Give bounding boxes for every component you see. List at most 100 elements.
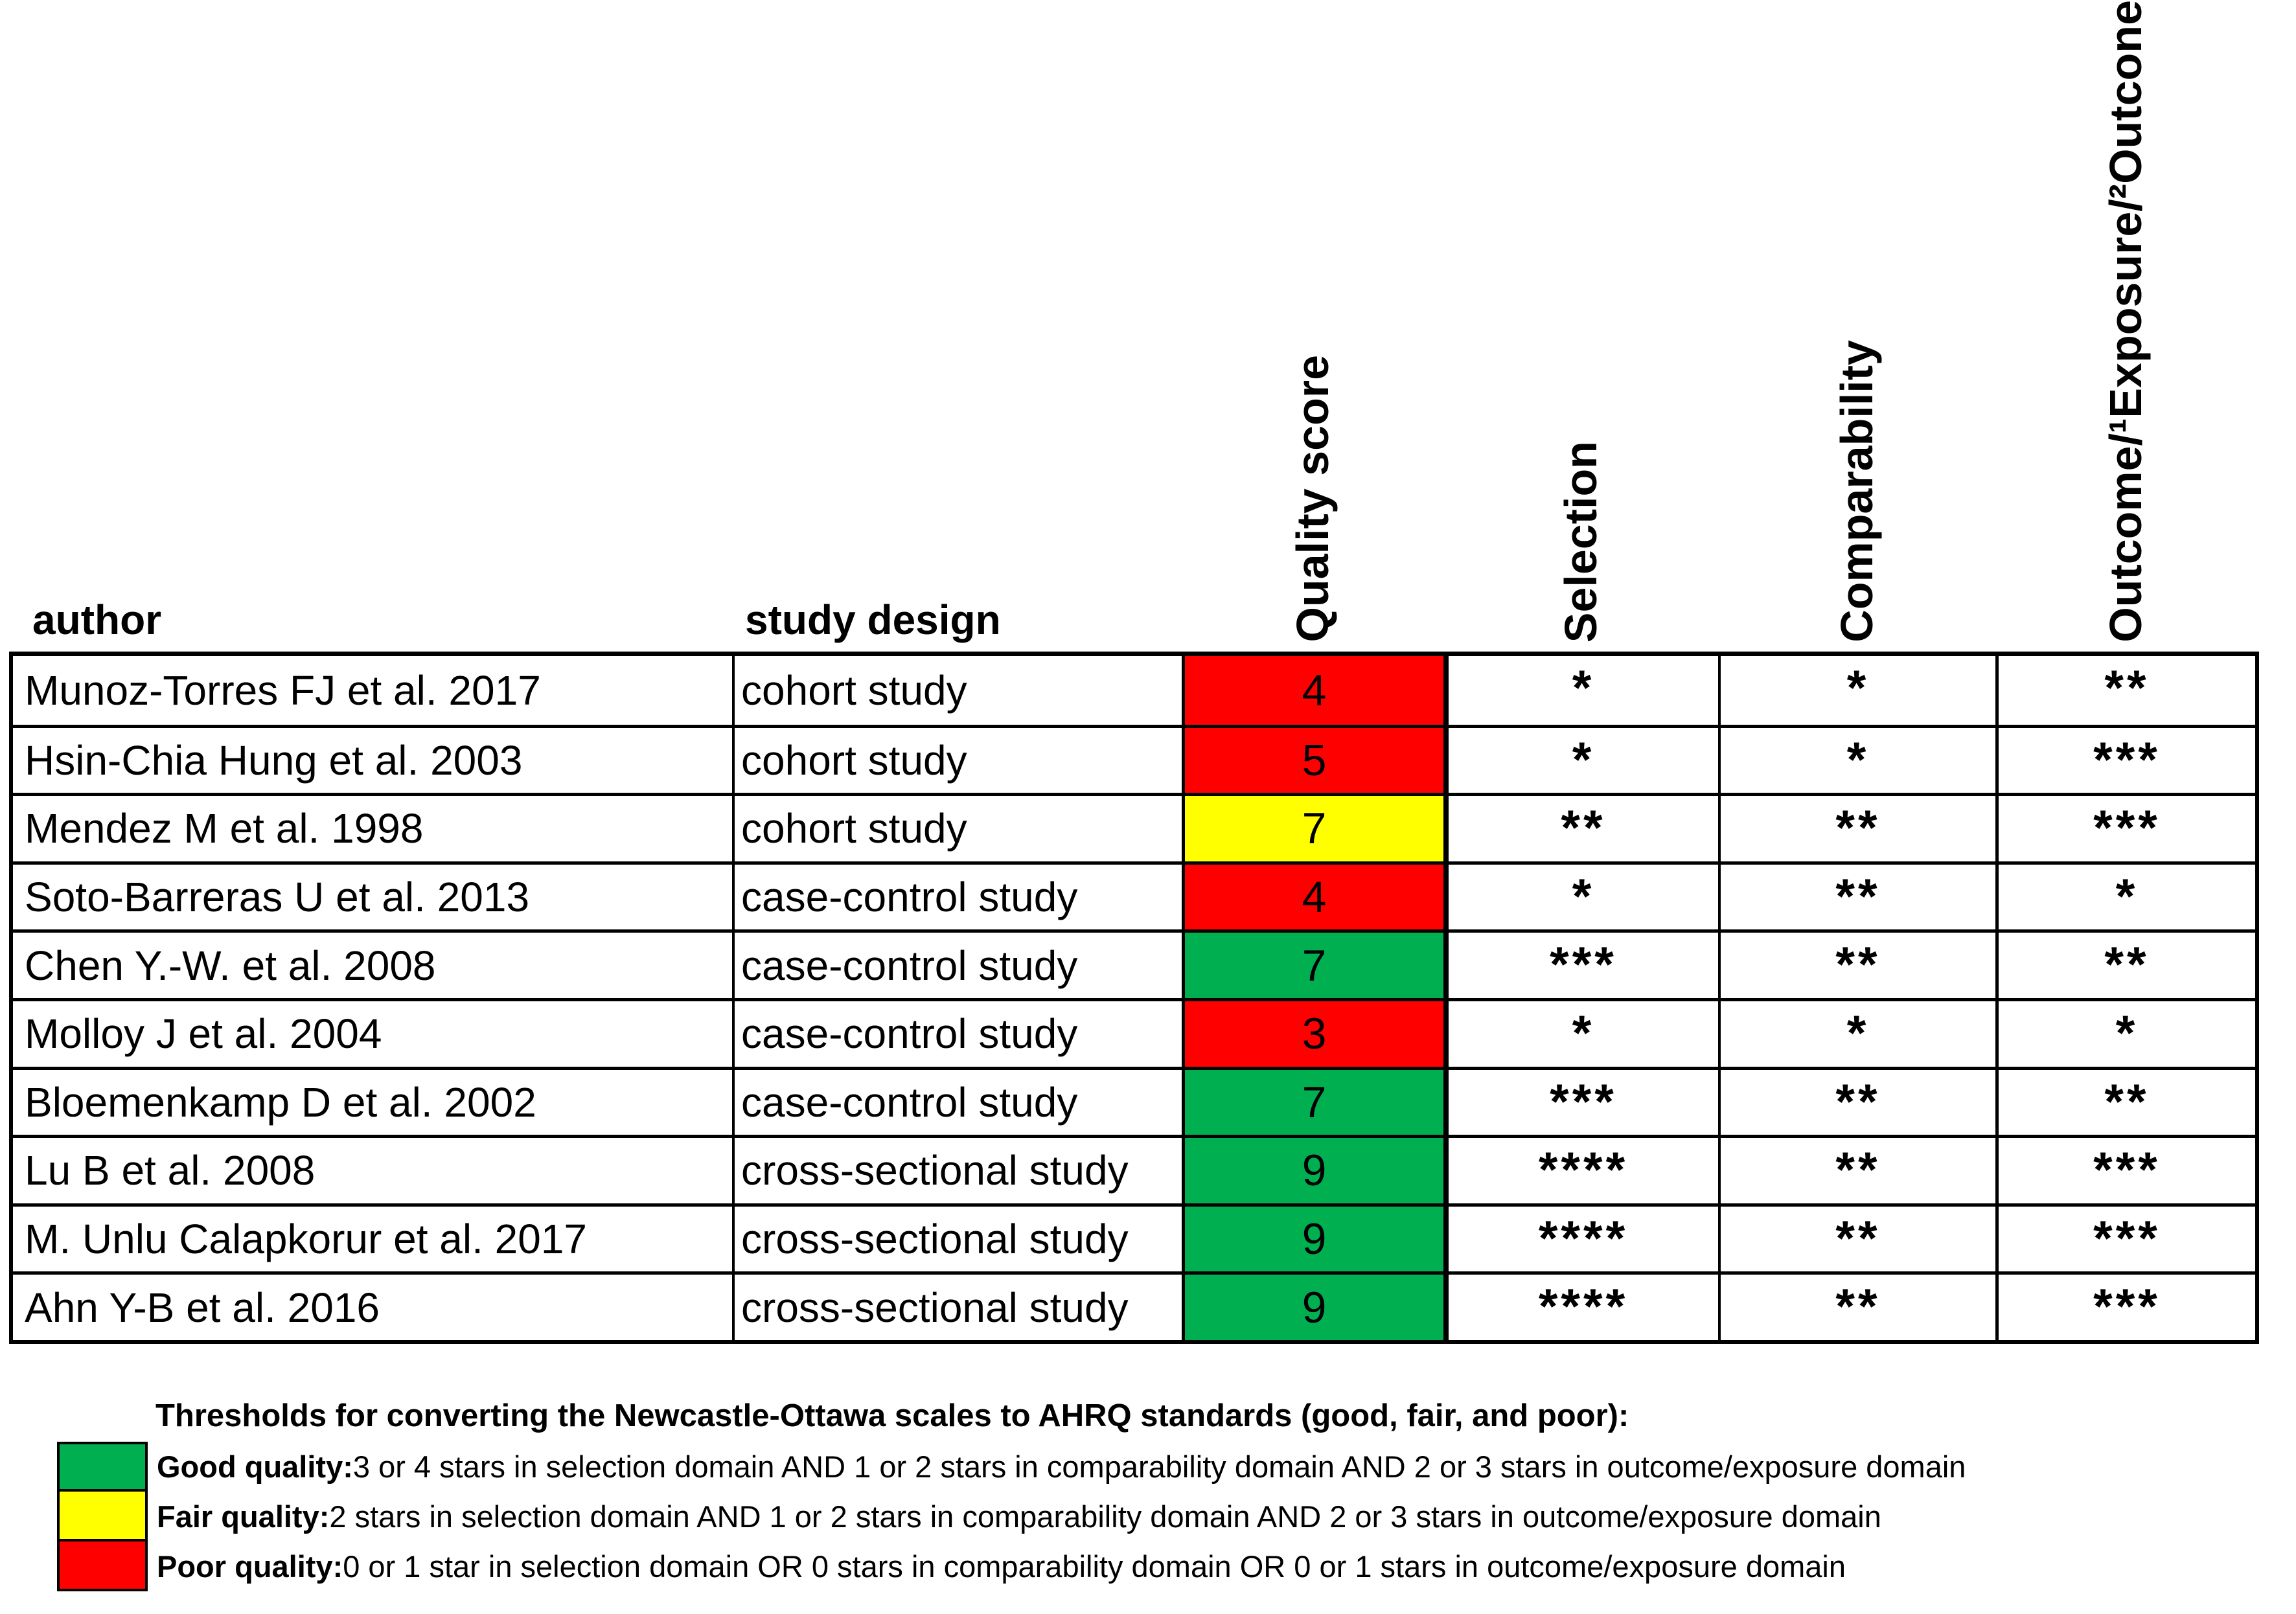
author-cell: Ahn Y-B et al. 2016	[25, 1284, 380, 1331]
quality-table: author study design Quality score Select…	[9, 0, 2259, 1344]
legend-item-text: 3 or 4 stars in selection domain AND 1 o…	[352, 1449, 1966, 1484]
author-cell: M. Unlu Calapkorur et al. 2017	[25, 1216, 587, 1263]
outcome-stars-cell: **	[1995, 1069, 2255, 1135]
column-header-outcome-exposure: Outcome/¹Exposure/²Outcone	[1995, 0, 2255, 653]
legend-swatch-good	[57, 1442, 148, 1492]
selection-stars-cell: ***	[1443, 1069, 1718, 1135]
comparability-stars-cell: **	[1718, 864, 1995, 930]
selection-stars-cell: *	[1443, 1001, 1718, 1067]
legend-title: Thresholds for converting the Newcastle-…	[155, 1398, 1629, 1433]
quality-score-cell: 7	[1182, 933, 1443, 998]
author-cell: Hsin-Chia Hung et al. 2003	[25, 736, 523, 784]
rotated-header-label: Quality score	[1287, 355, 1338, 642]
rotated-header-label: Comparability	[1831, 340, 1882, 642]
table-row: Ahn Y-B et al. 2016 cross-sectional stud…	[13, 1271, 2255, 1340]
table-row: Munoz-Torres FJ et al. 2017 cohort study…	[13, 656, 2255, 725]
comparability-stars-cell: **	[1718, 1069, 1995, 1135]
study-design-cell: case-control study	[732, 864, 1182, 930]
column-header-quality-score: Quality score	[1182, 0, 1443, 653]
quality-score-cell: 9	[1182, 1138, 1443, 1203]
table-row: Lu B et al. 2008 cross-sectional study 9…	[13, 1135, 2255, 1203]
legend-item-label: Good quality:	[157, 1449, 353, 1484]
quality-score-cell: 4	[1182, 656, 1443, 725]
study-design-cell: case-control study	[732, 933, 1182, 998]
column-header-study-design: study design	[745, 596, 1001, 643]
table-row: Soto-Barreras U et al. 2013 case-control…	[13, 861, 2255, 930]
legend-item-text: 2 stars in selection domain AND 1 or 2 s…	[329, 1499, 1881, 1534]
table-row: Molloy J et al. 2004 case-control study …	[13, 997, 2255, 1067]
outcome-stars-cell: ***	[1995, 1138, 2255, 1203]
table-row: Bloemenkamp D et al. 2002 case-control s…	[13, 1066, 2255, 1135]
legend-item-good: Good quality: 3 or 4 stars in selection …	[148, 1442, 1966, 1492]
author-cell: Soto-Barreras U et al. 2013	[25, 874, 530, 921]
legend-item-poor: Poor quality: 0 or 1 star in selection d…	[148, 1541, 1966, 1591]
outcome-stars-cell: ***	[1995, 1206, 2255, 1272]
outcome-stars-cell: ***	[1995, 727, 2255, 793]
selection-stars-cell: ***	[1443, 933, 1718, 998]
comparability-stars-cell: **	[1718, 796, 1995, 861]
selection-stars-cell: ****	[1443, 1138, 1718, 1203]
selection-stars-cell: *	[1443, 727, 1718, 793]
outcome-stars-cell: **	[1995, 933, 2255, 998]
selection-stars-cell: *	[1443, 656, 1718, 725]
comparability-stars-cell: *	[1718, 656, 1995, 725]
author-cell: Munoz-Torres FJ et al. 2017	[25, 666, 541, 714]
quality-score-cell: 5	[1182, 727, 1443, 793]
study-design-cell: cohort study	[732, 796, 1182, 861]
legend-item-label: Poor quality:	[157, 1549, 343, 1584]
author-cell: Bloemenkamp D et al. 2002	[25, 1078, 536, 1126]
table-row: Mendez M et al. 1998 cohort study 7 ** *…	[13, 793, 2255, 861]
legend-swatch-fair	[57, 1492, 148, 1541]
author-cell: Molloy J et al. 2004	[25, 1010, 382, 1058]
legend-body: Good quality: 3 or 4 stars in selection …	[57, 1442, 1966, 1591]
selection-stars-cell: ****	[1443, 1206, 1718, 1272]
comparability-stars-cell: **	[1718, 1206, 1995, 1272]
table-row: Chen Y.-W. et al. 2008 case-control stud…	[13, 929, 2255, 998]
author-cell: Mendez M et al. 1998	[25, 805, 424, 852]
column-header-selection: Selection	[1443, 0, 1718, 653]
study-design-cell: cohort study	[732, 727, 1182, 793]
outcome-stars-cell: *	[1995, 864, 2255, 930]
outcome-stars-cell: *	[1995, 1001, 2255, 1067]
table-row: M. Unlu Calapkorur et al. 2017 cross-sec…	[13, 1203, 2255, 1272]
study-design-cell: case-control study	[732, 1001, 1182, 1067]
legend-rows: Good quality: 3 or 4 stars in selection …	[148, 1442, 1966, 1591]
comparability-stars-cell: *	[1718, 1001, 1995, 1067]
selection-stars-cell: *	[1443, 864, 1718, 930]
rotated-header-label: Outcome/¹Exposure/²Outcone	[2100, 0, 2151, 642]
comparability-stars-cell: **	[1718, 933, 1995, 998]
author-cell: Lu B et al. 2008	[25, 1147, 316, 1194]
study-design-cell: case-control study	[732, 1069, 1182, 1135]
quality-score-cell: 9	[1182, 1206, 1443, 1272]
table-body: Munoz-Torres FJ et al. 2017 cohort study…	[9, 652, 2259, 1344]
study-design-cell: cohort study	[732, 656, 1182, 725]
legend-swatch-stack	[57, 1442, 148, 1591]
comparability-stars-cell: **	[1718, 1275, 1995, 1340]
study-design-cell: cross-sectional study	[732, 1275, 1182, 1340]
comparability-stars-cell: **	[1718, 1138, 1995, 1203]
table-header-row: author study design Quality score Select…	[9, 0, 2259, 652]
selection-stars-cell: ****	[1443, 1275, 1718, 1340]
outcome-stars-cell: **	[1995, 656, 2255, 725]
quality-score-cell: 7	[1182, 796, 1443, 861]
selection-stars-cell: **	[1443, 796, 1718, 861]
comparability-stars-cell: *	[1718, 727, 1995, 793]
author-cell: Chen Y.-W. et al. 2008	[25, 942, 436, 989]
study-design-cell: cross-sectional study	[732, 1138, 1182, 1203]
legend-item-text: 0 or 1 star in selection domain OR 0 sta…	[343, 1549, 1846, 1584]
column-header-comparability: Comparability	[1718, 0, 1995, 653]
legend-swatch-poor	[57, 1541, 148, 1591]
outcome-stars-cell: ***	[1995, 1275, 2255, 1340]
quality-score-cell: 3	[1182, 1001, 1443, 1067]
study-design-cell: cross-sectional study	[732, 1206, 1182, 1272]
column-header-author: author	[32, 596, 162, 643]
table-row: Hsin-Chia Hung et al. 2003 cohort study …	[13, 724, 2255, 793]
legend-item-fair: Fair quality: 2 stars in selection domai…	[148, 1492, 1966, 1541]
quality-score-cell: 9	[1182, 1275, 1443, 1340]
quality-score-cell: 4	[1182, 864, 1443, 930]
rotated-header-label: Selection	[1556, 440, 1606, 642]
quality-score-cell: 7	[1182, 1069, 1443, 1135]
legend: Thresholds for converting the Newcastle-…	[57, 1398, 1966, 1591]
outcome-stars-cell: ***	[1995, 796, 2255, 861]
